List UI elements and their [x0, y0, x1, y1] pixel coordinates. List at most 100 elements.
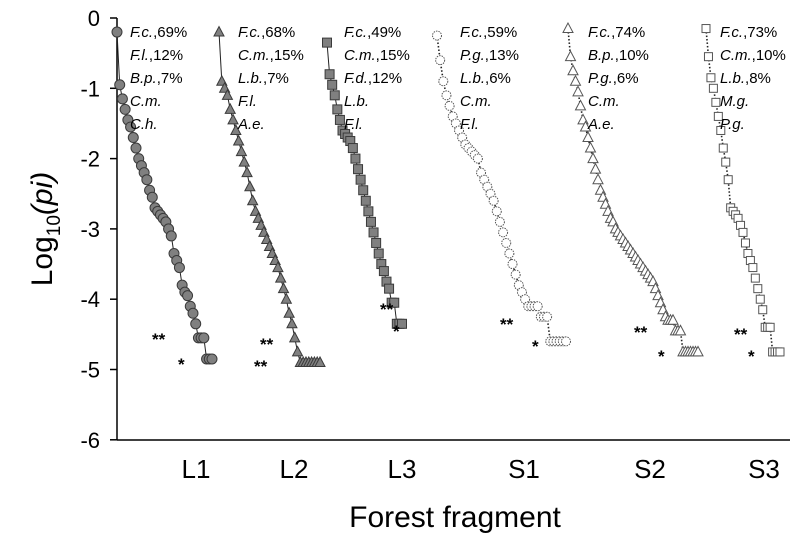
species-abbrev: A.e.: [587, 116, 615, 133]
species-percent: ,7%: [263, 70, 289, 87]
data-point: [116, 93, 128, 105]
doubleton-marker: **: [380, 300, 394, 319]
data-point: [206, 353, 218, 365]
data-point: [703, 52, 713, 62]
species-percent: ,12%: [368, 70, 402, 87]
species-percent: ,49%: [367, 24, 401, 41]
axes: 0 -1 -2 -3 -4 -5 -6: [80, 6, 790, 453]
species-annotation: B.p.,7%: [130, 70, 183, 87]
data-point: [397, 318, 407, 329]
data-point: [329, 90, 340, 101]
species-annotation: L.b.,8%: [720, 70, 771, 87]
fragment-labels: L1 L2 L3 S1 S2 S3: [182, 454, 780, 484]
species-abbrev: F.d.: [344, 70, 368, 87]
data-point: [125, 121, 137, 133]
species-percent: ,74%: [611, 24, 645, 41]
species-annotation: M.g.: [720, 93, 749, 110]
data-point: [472, 153, 483, 164]
data-point: [288, 331, 301, 343]
y-tick-label: -5: [80, 358, 100, 383]
data-point: [753, 284, 763, 294]
species-annotation: F.l.,12%: [130, 47, 183, 64]
data-point: [564, 50, 577, 62]
species-percent: ,68%: [261, 24, 295, 41]
species-annotation: A.e.: [587, 116, 615, 133]
data-point: [450, 118, 461, 129]
data-point: [584, 141, 597, 153]
species-abbrev: P.g.: [460, 47, 485, 64]
data-point: [501, 237, 512, 248]
species-abbrev: C.m.: [720, 47, 752, 64]
species-annotation: C.h.: [130, 116, 158, 133]
data-point: [291, 345, 304, 357]
species-abbrev: B.p.: [130, 70, 157, 87]
species-annotation: P.g.,13%: [460, 47, 519, 64]
singleton-marker: **: [254, 357, 268, 376]
data-point: [213, 25, 225, 37]
species-abbrev: C.h.: [130, 116, 158, 133]
data-point: [190, 318, 202, 330]
singleton-marker: *: [178, 355, 185, 374]
data-point: [775, 347, 785, 357]
data-point: [230, 123, 242, 135]
data-point: [241, 166, 253, 178]
y-tick-label: 0: [88, 6, 100, 31]
data-point: [378, 266, 389, 277]
data-point: [435, 55, 446, 66]
data-point: [334, 114, 345, 125]
species-abbrev: L.b.: [344, 93, 369, 110]
species-abbrev: F.c.: [130, 24, 153, 41]
y-tick-label: -2: [80, 147, 100, 172]
data-point: [244, 180, 256, 192]
data-point: [130, 142, 142, 154]
data-point: [504, 248, 515, 259]
species-percent: ,15%: [376, 47, 410, 64]
species-annotation: F.c.,59%: [460, 24, 517, 41]
data-point: [479, 174, 490, 185]
data-point: [444, 100, 455, 111]
data-point: [286, 317, 298, 329]
species-percent: ,10%: [615, 47, 649, 64]
species-annotation: L.b.,6%: [460, 70, 511, 87]
species-abbrev: L.b.: [238, 70, 263, 87]
species-abbrev: F.c.: [460, 24, 483, 41]
data-point: [572, 85, 584, 97]
data-point: [235, 144, 248, 157]
data-point: [476, 167, 487, 178]
data-point: [389, 297, 400, 308]
doubleton-marker: **: [734, 325, 748, 344]
y-tick-label: -6: [80, 428, 100, 453]
species-annotation: F.c.,73%: [720, 24, 777, 41]
data-point: [224, 102, 237, 114]
data-point: [350, 153, 361, 164]
species-percent: ,6%: [485, 70, 511, 87]
data-point: [227, 113, 239, 125]
data-point: [542, 311, 553, 322]
species-annotation: A.e.: [237, 116, 265, 133]
species-annotation: C.m.,10%: [720, 47, 786, 64]
data-point: [165, 230, 177, 242]
y-tick-label: -3: [80, 217, 100, 242]
species-annotation: F.d.,12%: [344, 70, 402, 87]
data-point: [182, 290, 194, 302]
species-percent: ,15%: [270, 47, 304, 64]
singleton-marker: *: [393, 322, 400, 341]
data-point: [494, 216, 505, 227]
data-point: [221, 88, 234, 100]
species-abbrev: C.m.: [238, 47, 270, 64]
y-ticks: 0 -1 -2 -3 -4 -5 -6: [80, 6, 117, 453]
fragment-label-L1: L1: [182, 454, 211, 484]
data-point: [723, 175, 733, 185]
singleton-marker: *: [748, 347, 755, 366]
data-point: [327, 79, 338, 90]
data-point: [708, 83, 718, 93]
data-point: [363, 206, 374, 217]
species-annotation: P.g.,6%: [588, 70, 639, 87]
species-abbrev: A.e.: [237, 116, 265, 133]
data-point: [667, 313, 679, 325]
species-abbrev: P.g.: [720, 116, 745, 133]
data-point: [718, 143, 728, 153]
data-point: [592, 173, 604, 185]
fragment-label-S3: S3: [748, 454, 780, 484]
data-point: [516, 287, 527, 298]
